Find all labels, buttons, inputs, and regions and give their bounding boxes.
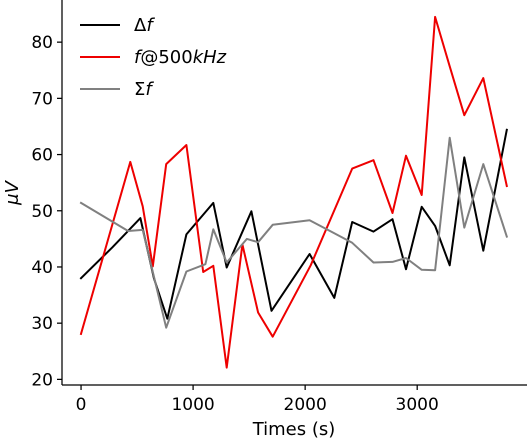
y-tick-label: 40 [31,258,53,278]
series-line-3 [79,136,509,329]
y-tick-label: 20 [31,370,53,390]
y-tick-label: 60 [31,146,53,166]
series-layer [79,15,509,369]
x-tick-label: 0 [76,395,87,415]
legend-label-1: Δf [134,15,155,36]
axes [61,0,527,386]
y-axis-label: μV [2,179,23,205]
y-tick-label: 30 [31,314,53,334]
legend-label-2: f@500kHz [134,47,227,68]
y-tick-label: 80 [31,33,53,53]
series-line-1 [79,128,508,320]
y-tick-label: 50 [31,202,53,222]
x-axis-label: Times (s) [252,419,336,438]
ticks: 0 1000 2000 3000 20 30 40 50 60 70 80 [31,33,438,415]
x-tick-label: 2000 [284,395,327,415]
x-tick-label: 3000 [396,395,439,415]
series-line-2 [79,15,508,369]
legend: Δf f@500kHz Σf [80,15,227,100]
x-tick-label: 1000 [171,395,214,415]
y-tick-label: 70 [31,89,53,109]
legend-label-3: Σf [134,79,154,100]
